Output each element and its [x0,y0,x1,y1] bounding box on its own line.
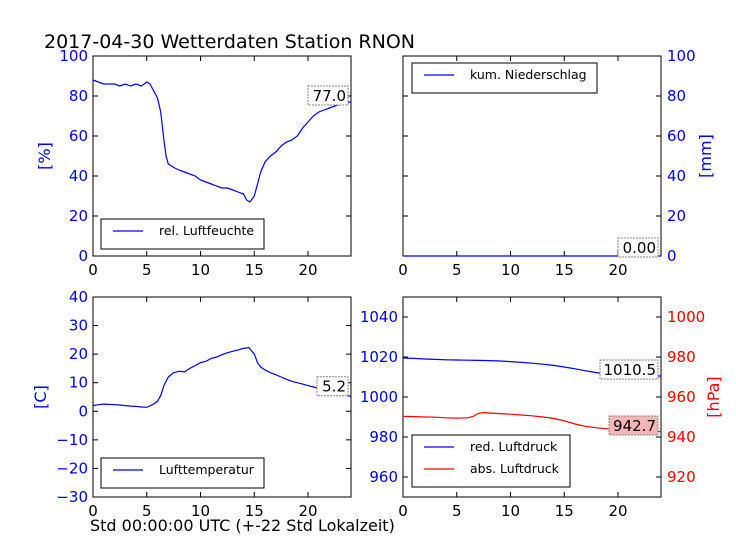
precipitation-ytick-right-label: 0 [667,247,677,265]
temperature-xtick-label: 10 [191,502,210,520]
precipitation-legend-label: kum. Niederschlag [470,67,587,82]
pressure-ytick-label: 1020 [360,348,398,366]
temperature-last-value-box [316,376,349,397]
humidity-xtick-label: 15 [245,261,264,279]
humidity-legend-box [100,218,265,250]
pressure-xtick-label: 10 [501,502,520,520]
precipitation-xtick-label: 0 [398,261,408,279]
precipitation-xtick-label: 10 [501,261,520,279]
temperature-xtick-label: 0 [88,502,98,520]
humidity-ylabel: [%] [35,142,54,170]
humidity-ytick-label: 0 [78,247,88,265]
pressure-red-last-value: 1010.5 [604,361,657,379]
precipitation-xtick-label: 15 [555,261,574,279]
humidity-ytick-label: 100 [59,47,88,65]
pressure-ytick-label: 980 [369,428,398,446]
precipitation-ytick-right-label: 40 [667,167,686,185]
temperature-xtick-label: 15 [245,502,264,520]
pressure-ytick-right-label: 920 [667,468,696,486]
temperature-ytick-label: 40 [69,288,88,306]
pressure-xtick-label: 20 [608,502,627,520]
temperature-xtick-label: 20 [298,502,317,520]
precipitation-ytick-right-label: 100 [667,47,696,65]
pressure-xtick-label: 0 [398,502,408,520]
pressure-ytick-right-label: 1000 [667,308,705,326]
temperature-legend-label: Lufttemperatur [159,462,255,477]
humidity-ytick-label: 80 [69,87,88,105]
figure-title: 2017-04-30 Wetterdaten Station RNON [44,31,415,53]
humidity-frame [92,55,352,257]
x-axis-caption: Std 00:00:00 UTC (+-22 Std Lokalzeit) [90,516,395,535]
humidity-series-line [92,79,351,203]
temperature-xtick-label: 5 [142,502,152,520]
temperature-last-value: 5.2 [322,378,346,396]
humidity-xtick-label: 20 [298,261,317,279]
temperature-ytick-label: 20 [69,345,88,363]
pressure-ytick-label: 960 [369,468,398,486]
temperature-ytick-label: −30 [56,488,88,506]
temperature-legend-box [100,457,265,489]
humidity-xtick-label: 0 [88,261,98,279]
humidity-legend-label: rel. Luftfeuchte [159,223,254,238]
pressure-ytick-label: 1000 [360,388,398,406]
pressure-legend-box [411,434,571,488]
precipitation-ytick-right-label: 80 [667,87,686,105]
temperature-ytick-label: 30 [69,317,88,335]
pressure-ylabel-right: [hPa] [704,376,723,417]
temperature-series-line [92,346,352,408]
pressure-red-last-value-box [599,359,659,380]
precipitation-ylabel: [mm] [696,134,715,178]
humidity-ytick-label: 20 [69,207,88,225]
pressure-xtick-label: 15 [555,502,574,520]
pressure-legend-label: red. Luftdruck [470,439,558,454]
humidity-ytick-label: 60 [69,127,88,145]
precipitation-ytick-right-label: 60 [667,127,686,145]
humidity-xtick-label: 10 [191,261,210,279]
humidity-ytick-label: 40 [69,167,88,185]
pressure-ytick-right-label: 940 [667,428,696,446]
pressure-abs-last-value-box [608,415,659,436]
temperature-frame [92,296,352,498]
humidity-xtick-label: 5 [142,261,152,279]
precipitation-last-value-box [617,237,659,258]
precipitation-legend-box [411,62,598,94]
precipitation-xtick-label: 5 [452,261,462,279]
precipitation-ytick-right-label: 20 [667,207,686,225]
temperature-ylabel: [C] [31,385,50,409]
pressure-abs-last-value: 942.7 [613,417,656,435]
humidity-last-value-box [307,85,349,106]
pressure-xtick-label: 5 [452,502,462,520]
pressure-ytick-right-label: 960 [667,388,696,406]
humidity-last-value: 77.0 [313,87,346,105]
temperature-ytick-label: 0 [78,402,88,420]
pressure-ytick-label: 1040 [360,308,398,326]
temperature-ytick-label: 10 [69,374,88,392]
temperature-ytick-label: −10 [56,431,88,449]
precipitation-xtick-label: 20 [608,261,627,279]
precipitation-last-value: 0.00 [623,239,656,257]
temperature-ytick-label: −20 [56,459,88,477]
pressure-ytick-right-label: 980 [667,348,696,366]
pressure-legend-label: abs. Luftdruck [470,461,560,476]
